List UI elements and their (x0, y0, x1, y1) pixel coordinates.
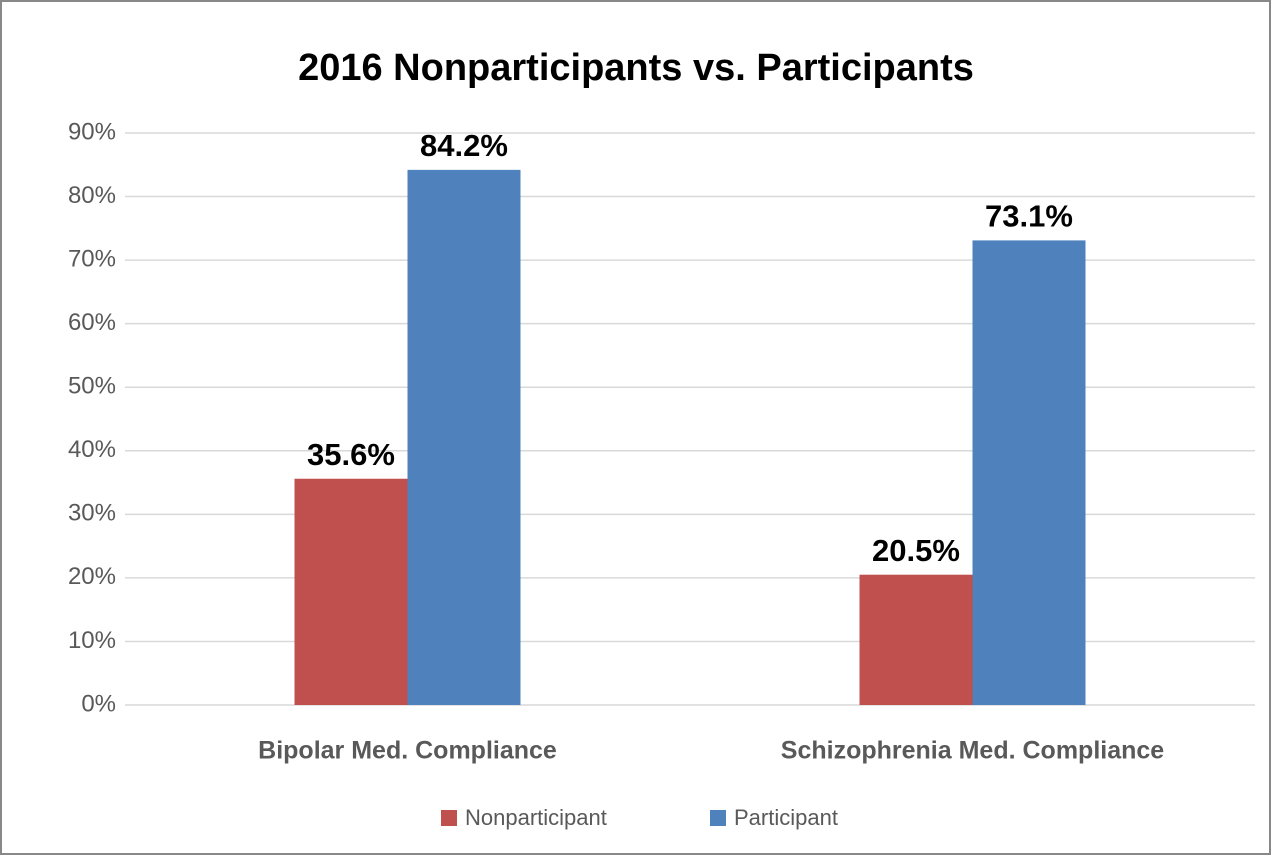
y-tick-label: 50% (68, 373, 116, 400)
legend-label: Participant (734, 805, 838, 830)
y-tick-label: 40% (68, 436, 116, 463)
legend-swatch (710, 810, 726, 826)
y-tick-label: 30% (68, 500, 116, 527)
bar (859, 574, 973, 705)
chart-title: 2016 Nonparticipants vs. Participants (298, 47, 974, 89)
data-label: 73.1% (985, 199, 1073, 234)
bar (407, 169, 521, 705)
legend-swatch (441, 810, 457, 826)
x-tick-label: Schizophrenia Med. Compliance (781, 737, 1164, 765)
y-tick-label: 0% (81, 690, 116, 717)
data-label: 20.5% (872, 533, 960, 568)
bar (972, 240, 1086, 706)
y-tick-label: 20% (68, 563, 116, 590)
y-tick-label: 80% (68, 182, 116, 209)
y-tick-label: 90% (68, 118, 116, 145)
x-tick-label: Bipolar Med. Compliance (258, 737, 557, 765)
legend-label: Nonparticipant (465, 805, 607, 830)
data-label: 35.6% (307, 437, 395, 472)
y-tick-label: 60% (68, 309, 116, 336)
y-tick-label: 10% (68, 627, 116, 654)
data-label: 84.2% (420, 128, 508, 163)
bar (294, 478, 408, 705)
y-tick-label: 70% (68, 245, 116, 272)
